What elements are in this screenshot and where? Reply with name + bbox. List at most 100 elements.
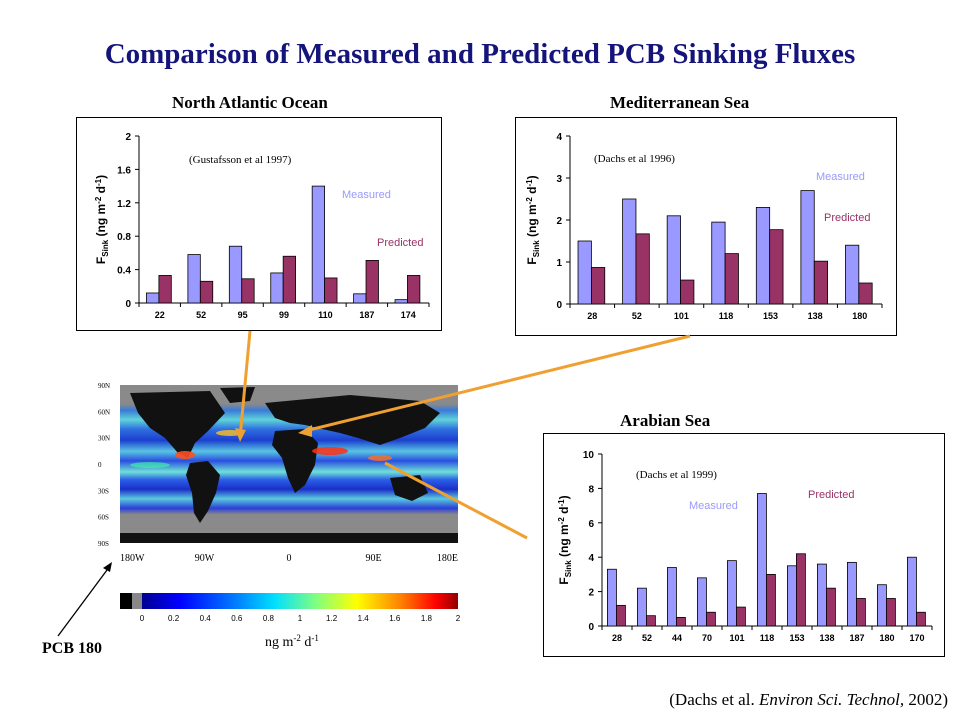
bar-measured	[756, 493, 767, 627]
bar-measured	[270, 272, 284, 304]
panel-title-arabian: Arabian Sea	[620, 411, 711, 430]
bar-measured	[146, 292, 160, 304]
slide-title: Comparison of Measured and Predicted PCB…	[104, 38, 856, 70]
legend-measured: Measured	[689, 500, 738, 512]
colorbar-tick-label: 1.2	[326, 614, 338, 623]
y-axis-label: FSink (ng m-2 d-1)	[557, 495, 573, 584]
y-tick-label: 0	[588, 622, 594, 633]
bar-predicted	[646, 615, 656, 627]
x-tick-label: 28	[612, 633, 622, 643]
y-axis-label: FSink (ng m-2 d-1)	[525, 175, 541, 264]
bar-predicted	[324, 277, 338, 304]
bar-measured	[228, 245, 243, 304]
bar-predicted	[680, 279, 695, 305]
lat-label: 0	[98, 461, 102, 469]
bar-measured	[622, 198, 637, 305]
x-tick-label: 101	[729, 633, 744, 643]
colorbar-unit: ng m-2 d-1	[265, 633, 319, 650]
panel-title-mediterranean: Mediterranean Sea	[610, 93, 750, 112]
y-tick-label: 0	[125, 299, 131, 310]
chart-arabian-svg: 0 2 4 6 8 10 28 52 44 70 101 118 153 138 187 180 170 Meas…	[557, 450, 933, 643]
map-lon-labels: 180W 90W 0 90E 180E	[120, 553, 458, 564]
bar-predicted	[590, 267, 606, 305]
panel-title-north-atlantic: North Atlantic Ocean	[172, 93, 328, 112]
legend-predicted: Predicted	[824, 212, 870, 224]
x-tick-label: 153	[789, 633, 804, 643]
y-tick-label: 1.2	[117, 199, 131, 210]
bar-predicted	[241, 278, 255, 304]
lat-label: 90N	[98, 383, 110, 390]
colorbar-tick-label: 2	[456, 614, 461, 623]
colorbar-tick-label: 0.4	[200, 614, 212, 623]
chart-mediterranean-svg: 0 1 2 3 4 28 52 101 118 153 138 180 Measured Predicte…	[525, 132, 883, 321]
y-axis-label: FSink (ng m-2 d-1)	[94, 175, 110, 264]
bar-measured	[726, 560, 737, 627]
bar-predicted	[735, 606, 746, 627]
bar-measured	[800, 190, 815, 305]
lat-label: 90S	[98, 540, 109, 548]
x-tick-label: 138	[808, 311, 823, 321]
x-tick-label: 22	[155, 310, 165, 320]
lon-label: 90E	[365, 553, 381, 564]
x-tick-label: 187	[359, 310, 374, 320]
x-tick-label: 180	[879, 633, 894, 643]
bar-measured	[577, 240, 592, 305]
colorbar-ticks: 0 0.2 0.4 0.6 0.8 1 1.2 1.4 1.6 1.8 2	[140, 614, 461, 623]
x-tick-label: 118	[760, 633, 775, 643]
bar-measured	[666, 215, 681, 305]
bar-predicted	[885, 598, 896, 627]
bar-predicted	[675, 616, 686, 627]
bar-predicted	[765, 573, 776, 627]
x-tick-label: 170	[909, 633, 924, 643]
global-flux-map: 90N 60N 30N 0 30S 60S 90S 180W 90W 0 90E 180E 0 0.2…	[90, 382, 470, 653]
colorbar	[142, 593, 458, 609]
bar-predicted	[282, 255, 297, 304]
x-tick-label: 110	[318, 310, 333, 320]
x-tick-label: 101	[674, 311, 689, 321]
lat-label: 30S	[98, 487, 109, 495]
x-tick-label: 138	[819, 633, 834, 643]
x-tick-label: 52	[642, 633, 652, 643]
x-tick-label: 95	[238, 310, 248, 320]
chart-citation: (Dachs et al 1999)	[636, 469, 717, 481]
chart-north-atlantic: 0 0.4 0.8 1.2 1.6 2 22 52 95 99 110 187 174 Measured P…	[76, 117, 442, 331]
lat-label: 30N	[98, 435, 110, 443]
lon-label: 0	[287, 553, 292, 564]
bar-measured	[846, 561, 857, 627]
bar-measured	[816, 563, 827, 627]
colorbar-tick-label: 0.2	[168, 614, 180, 623]
y-tick-label: 8	[588, 484, 594, 495]
map-hotspots	[130, 430, 392, 468]
bar-measured	[876, 584, 887, 627]
pcb-label: PCB 180	[42, 640, 102, 657]
x-tick-label: 153	[763, 311, 778, 321]
bar-predicted	[705, 611, 716, 627]
bar-predicted	[616, 604, 626, 627]
colorbar-tick-label: 0	[140, 614, 145, 623]
bar-predicted	[813, 260, 829, 305]
bar-predicted	[769, 229, 784, 305]
y-tick-label: 1	[556, 258, 562, 269]
chart-arabian: 0 2 4 6 8 10 28 52 44 70 101 118 153 138 187 180 170 Meas…	[543, 433, 945, 657]
y-tick-label: 0.8	[117, 232, 131, 243]
bar-measured	[906, 556, 917, 627]
bar-measured	[755, 207, 771, 305]
chart-citation: (Gustafsson et al 1997)	[189, 154, 292, 166]
colorbar-black	[120, 593, 132, 609]
colorbar-tick-label: 0.8	[263, 614, 275, 623]
y-tick-label: 10	[583, 450, 595, 461]
bar-predicted	[724, 253, 739, 305]
map-lat-labels: 90N 60N 30N 0 30S 60S 90S	[98, 382, 110, 548]
colorbar-tick-label: 1.6	[389, 614, 401, 623]
y-tick-label: 6	[588, 519, 594, 530]
x-tick-label: 52	[632, 311, 642, 321]
bar-predicted	[158, 275, 172, 304]
y-tick-label: 4	[556, 132, 562, 143]
y-tick-label: 4	[588, 553, 594, 564]
chart-citation: (Dachs et al 1996)	[594, 153, 675, 165]
bar-predicted	[825, 587, 836, 627]
bar-predicted	[199, 280, 214, 304]
y-tick-label: 2	[588, 588, 594, 599]
lon-label: 180E	[437, 553, 458, 564]
